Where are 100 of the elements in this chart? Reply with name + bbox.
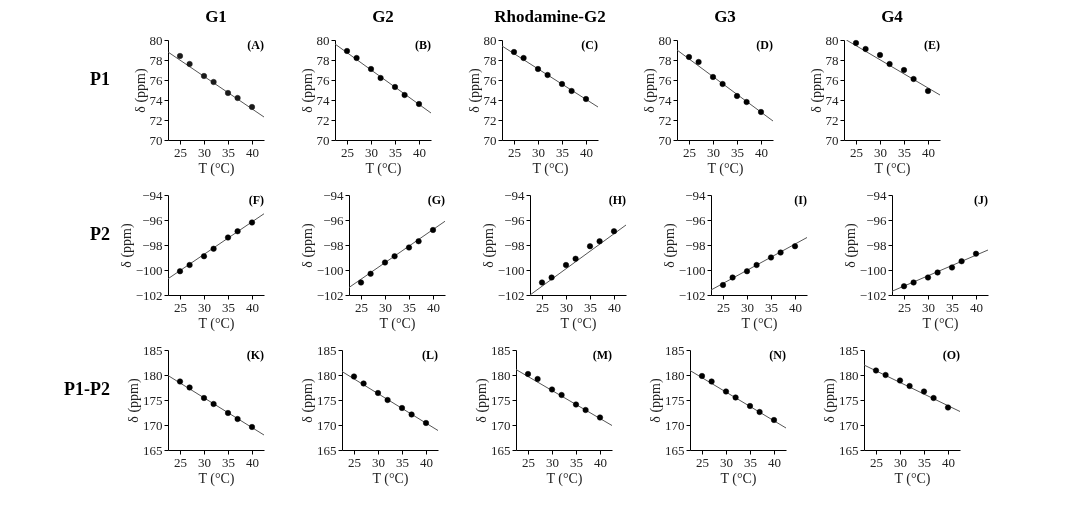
point — [719, 81, 726, 87]
point — [710, 74, 716, 80]
y-axis-title: δ (ppm) — [661, 223, 678, 268]
x-tick-label: 35 — [556, 144, 569, 160]
point — [777, 249, 784, 256]
point — [210, 401, 217, 407]
point — [708, 378, 715, 385]
point — [862, 46, 869, 52]
annotation: (G) — [427, 193, 445, 207]
x-tick-label: 30 — [560, 299, 573, 315]
y-tick-label: 185 — [491, 342, 511, 358]
annotation: (H) — [608, 193, 626, 207]
x-tick-label: 30 — [532, 144, 545, 160]
x-axis-title: T (°C) — [894, 470, 931, 487]
point — [768, 254, 774, 261]
y-tick-label: −102 — [316, 287, 344, 303]
y-tick-label: −96 — [504, 212, 525, 228]
point — [344, 48, 350, 54]
point — [539, 279, 545, 286]
x-tick-label: 35 — [898, 144, 911, 160]
annotation: (M) — [592, 348, 612, 362]
point — [177, 268, 183, 275]
x-tick-label: 40 — [789, 299, 802, 315]
point — [945, 404, 951, 411]
y-tick-label: −102 — [859, 287, 887, 303]
x-tick-label: 30 — [365, 144, 378, 160]
point — [925, 274, 931, 281]
x-tick-label: 25 — [683, 144, 696, 160]
x-axis-title: T (°C) — [741, 315, 778, 332]
point — [873, 367, 879, 374]
y-tick-label: −94 — [866, 187, 887, 203]
y-tick-label: −98 — [685, 237, 706, 253]
point — [910, 279, 917, 286]
x-tick-label: 40 — [246, 144, 259, 160]
x-tick-label: 30 — [198, 144, 211, 160]
y-axis-title: δ (ppm) — [474, 378, 490, 423]
point — [934, 269, 941, 276]
y-tick-label: 175 — [491, 392, 511, 408]
point — [225, 410, 231, 416]
point — [758, 109, 764, 115]
point — [587, 243, 593, 250]
x-tick-label: 30 — [707, 144, 720, 160]
point — [177, 53, 183, 59]
x-tick-label: 25 — [174, 454, 187, 470]
point — [360, 380, 367, 387]
x-axis-title: T (°C) — [922, 315, 959, 332]
point — [732, 394, 739, 401]
y-axis-title: δ (ppm) — [299, 223, 316, 268]
x-tick-label: 35 — [918, 454, 931, 470]
y-tick-label: −100 — [678, 262, 706, 278]
y-tick-label: −98 — [323, 237, 344, 253]
y-tick-label: 74 — [825, 92, 839, 108]
point — [743, 99, 750, 105]
text: P1-P2 — [64, 379, 110, 399]
point — [729, 274, 736, 281]
point — [401, 92, 408, 98]
y-tick-label: −94 — [323, 187, 344, 203]
point — [225, 90, 231, 96]
point — [596, 238, 603, 245]
annotation: (O) — [942, 348, 960, 362]
x-tick-label: 25 — [348, 454, 361, 470]
x-tick-label: 40 — [413, 144, 426, 160]
y-axis-title: δ (ppm) — [126, 378, 142, 423]
point — [535, 66, 541, 72]
annotation: (F) — [248, 193, 264, 207]
point — [525, 371, 531, 377]
x-tick-label: 40 — [768, 454, 781, 470]
y-axis-title: δ (ppm) — [299, 68, 316, 113]
y-tick-label: 170 — [491, 417, 511, 433]
point — [544, 72, 551, 78]
point — [882, 372, 889, 378]
point — [201, 73, 207, 79]
y-tick-label: 180 — [839, 367, 859, 383]
y-tick-label: 72 — [149, 112, 163, 128]
y-tick-label: 175 — [839, 392, 859, 408]
x-tick-label: 40 — [970, 299, 983, 315]
x-tick-label: 25 — [696, 454, 709, 470]
point — [392, 84, 398, 90]
y-tick-label: 72 — [658, 112, 672, 128]
x-tick-label: 25 — [898, 299, 911, 315]
y-tick-label: −94 — [142, 187, 163, 203]
y-tick-label: 165 — [143, 442, 163, 458]
x-tick-label: 25 — [174, 144, 187, 160]
y-tick-label: −100 — [135, 262, 163, 278]
x-tick-label: 40 — [608, 299, 621, 315]
x-tick-label: 40 — [246, 299, 259, 315]
x-tick-label: 35 — [396, 454, 409, 470]
point — [399, 405, 405, 411]
point — [897, 377, 903, 384]
y-tick-label: 185 — [143, 342, 163, 358]
y-tick-label: 76 — [316, 72, 330, 88]
y-tick-label: 76 — [483, 72, 497, 88]
x-axis-title: T (°C) — [379, 315, 416, 332]
point — [597, 414, 603, 421]
y-tick-label: 70 — [483, 132, 497, 148]
annotation: (E) — [924, 38, 940, 52]
chart-title: G3 — [714, 7, 736, 26]
y-tick-label: 74 — [149, 92, 163, 108]
x-axis-title: T (°C) — [198, 315, 235, 332]
y-tick-label: 70 — [316, 132, 330, 148]
